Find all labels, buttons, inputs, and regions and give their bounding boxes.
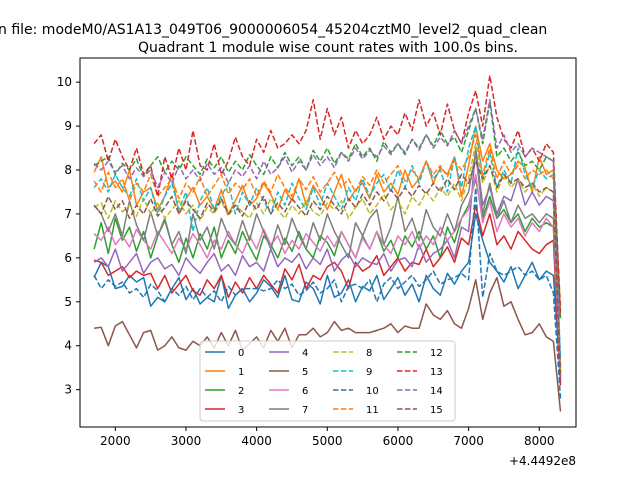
x-tick-label: 5000 [312, 434, 343, 448]
legend-label-6: 6 [302, 386, 308, 397]
series-line-6 [93, 173, 562, 373]
x-offset-label: +4.4492e8 [509, 454, 576, 468]
legend-label-11: 11 [366, 405, 379, 416]
legend-label-8: 8 [366, 348, 372, 359]
x-tick-label: 3000 [171, 434, 202, 448]
x-tick-label: 2000 [100, 434, 131, 448]
y-tick-label: 3 [64, 383, 72, 397]
y-tick-label: 9 [64, 119, 72, 133]
x-tick-label: 8000 [524, 434, 555, 448]
figure-suptitle: n file: modeM0/AS1A13_049T06_9000006054_… [0, 22, 547, 38]
legend-label-0: 0 [238, 348, 244, 359]
series-line-8 [93, 142, 562, 373]
plot-frame [79, 57, 577, 428]
chart-title: Quadrant 1 module wise count rates with … [138, 40, 518, 56]
series-line-12 [93, 101, 562, 320]
y-tick-label: 10 [57, 75, 72, 89]
series-line-4 [93, 147, 562, 377]
series-line-5 [94, 276, 562, 412]
legend-label-7: 7 [302, 405, 308, 416]
legend-label-13: 13 [430, 367, 443, 378]
legend-label-12: 12 [430, 348, 443, 359]
legend-label-5: 5 [302, 367, 308, 378]
legend-label-14: 14 [430, 386, 443, 397]
series-line-7 [93, 151, 562, 368]
y-tick-label: 6 [64, 251, 72, 265]
series-line-14 [93, 98, 562, 368]
legend-label-10: 10 [366, 386, 379, 397]
legend-frame [199, 340, 456, 422]
x-tick-label: 7000 [453, 434, 484, 448]
series-line-1 [93, 125, 562, 377]
y-tick-label: 4 [64, 339, 72, 353]
x-tick-label: 4000 [241, 434, 272, 448]
series-line-11 [93, 134, 562, 307]
legend-label-3: 3 [238, 405, 244, 416]
legend-label-15: 15 [430, 405, 443, 416]
y-tick-label: 7 [64, 207, 72, 221]
x-axis: 2000 3000 4000 5000 6000 7000 8000 [100, 427, 555, 448]
y-tick-label: 8 [64, 163, 72, 177]
series-line-15 [93, 160, 562, 381]
legend-label-9: 9 [366, 367, 372, 378]
series-layer [93, 74, 562, 412]
x-tick-label: 6000 [383, 434, 414, 448]
y-tick-label: 5 [64, 295, 72, 309]
series-line-10 [93, 186, 562, 399]
series-line-13 [93, 74, 562, 316]
legend-label-4: 4 [302, 348, 308, 359]
legend-label-2: 2 [238, 386, 244, 397]
legend-label-1: 1 [238, 367, 244, 378]
y-axis: 3 4 5 6 7 8 9 10 [57, 75, 80, 397]
series-line-3 [93, 204, 562, 386]
